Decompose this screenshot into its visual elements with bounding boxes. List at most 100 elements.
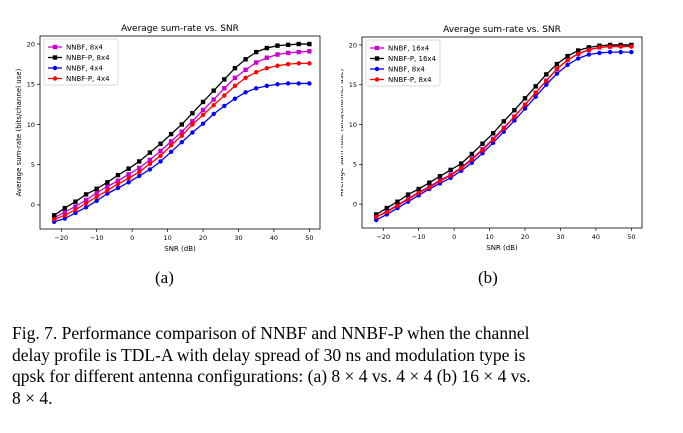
data-point <box>243 75 248 81</box>
data-point <box>296 61 301 66</box>
data-point <box>618 44 623 49</box>
y-tick-label: 20 <box>27 40 35 48</box>
data-point <box>296 49 301 55</box>
data-point <box>607 49 613 55</box>
x-tick-label: −10 <box>90 234 104 242</box>
data-point <box>105 191 110 196</box>
data-point <box>211 111 216 117</box>
data-point <box>62 213 68 218</box>
data-point <box>285 50 291 56</box>
data-point <box>480 141 485 146</box>
data-point <box>254 49 259 55</box>
x-axis-label: SNR (dB) <box>486 244 518 252</box>
legend-label: NNBF-P, 16x4 <box>388 55 437 63</box>
data-point <box>544 82 549 87</box>
data-point <box>275 63 280 68</box>
y-tick-label: 10 <box>349 121 357 129</box>
data-point <box>94 198 99 204</box>
data-point <box>222 86 227 91</box>
data-point <box>51 213 57 218</box>
x-tick-label: 10 <box>163 234 171 242</box>
data-point <box>190 111 195 116</box>
caption-line: 8 × 4. <box>12 387 53 408</box>
data-point <box>158 153 163 159</box>
data-point <box>168 149 174 154</box>
data-point <box>307 61 312 66</box>
data-point <box>480 147 485 153</box>
legend-marker <box>374 77 380 82</box>
data-point <box>586 47 592 52</box>
data-point <box>137 173 142 179</box>
legend-label: NNBF, 8x4 <box>388 66 425 74</box>
data-point <box>618 49 623 55</box>
data-point <box>565 53 570 59</box>
legend-marker <box>52 65 58 71</box>
data-point <box>522 96 528 101</box>
x-tick-label: 40 <box>270 234 278 242</box>
series-line <box>53 82 310 223</box>
data-point <box>607 44 613 49</box>
data-point <box>200 107 206 113</box>
data-point <box>285 42 291 48</box>
x-tick-label: −20 <box>54 234 68 242</box>
data-point <box>565 62 570 68</box>
chart-title: Average sum-rate vs. SNR <box>443 25 561 35</box>
data-point <box>384 205 390 211</box>
data-point <box>126 180 131 185</box>
data-point <box>94 194 99 200</box>
y-tick-label: 0 <box>31 201 35 209</box>
data-point <box>211 102 216 108</box>
legend-label: NNBF-P, 8x4 <box>66 54 110 62</box>
data-point <box>554 71 560 76</box>
data-point <box>512 114 517 119</box>
data-point <box>554 61 560 67</box>
data-point <box>168 131 174 137</box>
data-point <box>597 50 602 56</box>
data-point <box>395 199 400 204</box>
data-point <box>200 99 206 105</box>
data-point <box>83 201 89 206</box>
data-point <box>115 185 121 191</box>
data-point <box>222 77 227 82</box>
legend-label: NNBF, 4x4 <box>66 65 103 73</box>
x-axis-label: SNR (dB) <box>164 245 196 253</box>
x-tick-label: 0 <box>130 234 134 242</box>
chart-title: Average sum-rate vs. SNR <box>121 24 239 34</box>
data-point <box>222 103 227 109</box>
x-tick-label: 50 <box>627 233 635 241</box>
y-tick-label: 5 <box>31 161 35 169</box>
legend-box <box>365 39 441 87</box>
data-point <box>565 57 570 63</box>
data-point <box>62 205 68 211</box>
data-point <box>73 204 78 209</box>
data-point <box>254 60 259 65</box>
x-tick-label: 40 <box>592 233 600 241</box>
data-point <box>211 88 216 93</box>
data-point <box>105 184 110 189</box>
legend-label: NNBF, 16x4 <box>388 45 430 53</box>
data-point <box>296 41 301 47</box>
x-tick-label: 0 <box>452 233 456 241</box>
data-point <box>275 52 280 57</box>
y-tick-label: 5 <box>353 161 357 169</box>
data-point <box>490 140 496 146</box>
data-point <box>533 84 538 89</box>
data-point <box>544 72 549 77</box>
data-point <box>554 66 560 72</box>
legend-box <box>43 38 119 86</box>
data-point <box>597 45 602 50</box>
data-point <box>586 45 592 50</box>
legend-marker <box>374 66 380 72</box>
data-point <box>243 90 248 95</box>
y-tick-label: 10 <box>27 121 35 129</box>
chart-b: Average sum-rate vs. SNR −20 −10 0 10 20 30 40 5… <box>341 25 643 252</box>
legend-label: NNBF-P, 4x4 <box>66 75 110 83</box>
data-point <box>296 81 301 86</box>
plot-frame <box>361 36 643 229</box>
data-point <box>115 178 121 183</box>
data-point <box>416 190 421 196</box>
data-point <box>533 90 538 95</box>
data-point <box>448 173 453 178</box>
y-tick-label: 15 <box>349 81 357 89</box>
data-point <box>307 81 312 86</box>
